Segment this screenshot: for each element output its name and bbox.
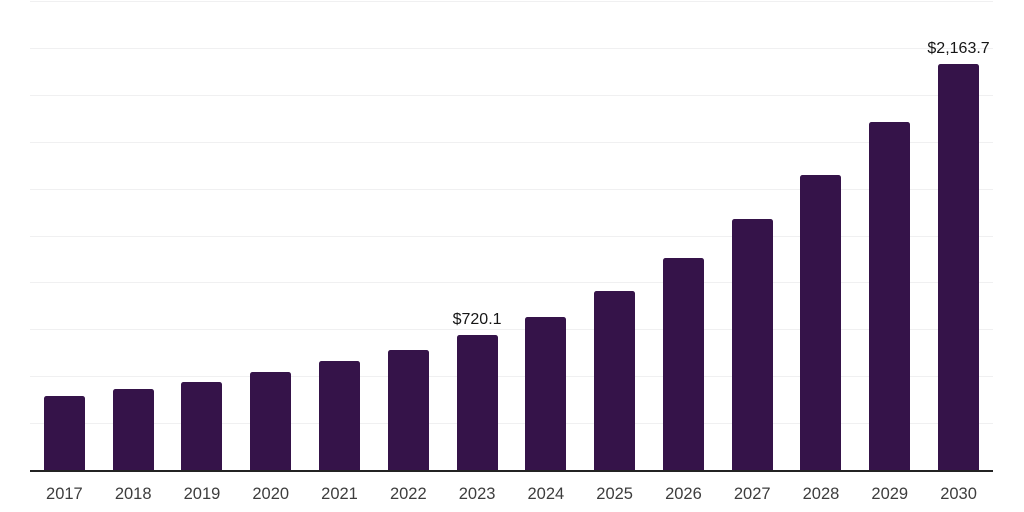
bar-2028 xyxy=(800,174,842,470)
bar-slot xyxy=(718,1,787,470)
bar-slot xyxy=(374,1,443,470)
bar-slot xyxy=(236,1,305,470)
gridlines xyxy=(30,1,993,470)
gridline xyxy=(30,376,993,378)
bar-2022 xyxy=(387,350,429,470)
bar-2019 xyxy=(181,382,223,470)
gridline xyxy=(30,235,993,237)
gridline xyxy=(30,423,993,425)
x-tick-label-2024: 2024 xyxy=(527,485,565,503)
x-tick-label-2028: 2028 xyxy=(802,485,840,503)
x-tick-label-2021: 2021 xyxy=(321,485,358,503)
bar-slot xyxy=(787,1,856,470)
x-tick-label-2018: 2018 xyxy=(114,485,152,503)
x-tick-label-2019: 2019 xyxy=(183,485,221,503)
x-tick-label-2026: 2026 xyxy=(665,485,702,503)
x-tick-label-2025: 2025 xyxy=(596,485,633,503)
bar-slot xyxy=(99,1,168,470)
x-tick-label-2029: 2029 xyxy=(871,485,909,503)
bar-slot: $720.1 xyxy=(443,1,512,470)
gridline xyxy=(30,188,993,190)
x-tick-label-2022: 2022 xyxy=(389,485,427,503)
bar-slot xyxy=(30,1,99,470)
bar-value-label-2030: $2,163.7 xyxy=(927,40,990,58)
bar-2017 xyxy=(43,395,85,470)
x-axis-line xyxy=(30,470,993,472)
gridline xyxy=(30,141,993,143)
bar-slot: $2,163.7 xyxy=(924,1,993,470)
bar-2025 xyxy=(594,291,636,470)
bar-2024 xyxy=(525,317,567,470)
bar-slot xyxy=(305,1,374,470)
gridline xyxy=(30,94,993,96)
bar-2026 xyxy=(662,257,704,470)
bar-2018 xyxy=(112,389,154,470)
bar-2029 xyxy=(869,121,911,470)
bar-slot xyxy=(168,1,237,470)
bar-2020 xyxy=(250,371,292,470)
x-tick-label-2030: 2030 xyxy=(940,485,977,503)
bar-slot xyxy=(511,1,580,470)
bar-value-label-2023: $720.1 xyxy=(452,310,502,328)
bar-slot xyxy=(580,1,649,470)
bars-container: $720.1 $2,163.7 xyxy=(30,1,993,470)
x-tick-label-2023: 2023 xyxy=(458,485,496,503)
bar-2023 xyxy=(456,334,498,470)
gridline xyxy=(30,1,993,2)
x-tick-label-2020: 2020 xyxy=(252,485,290,503)
x-tick-label-2017: 2017 xyxy=(46,485,83,503)
bar-2021 xyxy=(319,361,361,470)
bar-2027 xyxy=(731,219,773,470)
x-tick-label-2027: 2027 xyxy=(733,485,771,503)
bar-slot xyxy=(855,1,924,470)
gridline xyxy=(30,329,993,331)
bar-2030 xyxy=(938,64,980,470)
x-axis-tick-labels: 2017 2018 2019 2020 2021 2022 2023 2024 2025 2026… xyxy=(30,483,993,505)
gridline xyxy=(30,282,993,284)
bar-slot xyxy=(649,1,718,470)
gridline xyxy=(30,47,993,49)
